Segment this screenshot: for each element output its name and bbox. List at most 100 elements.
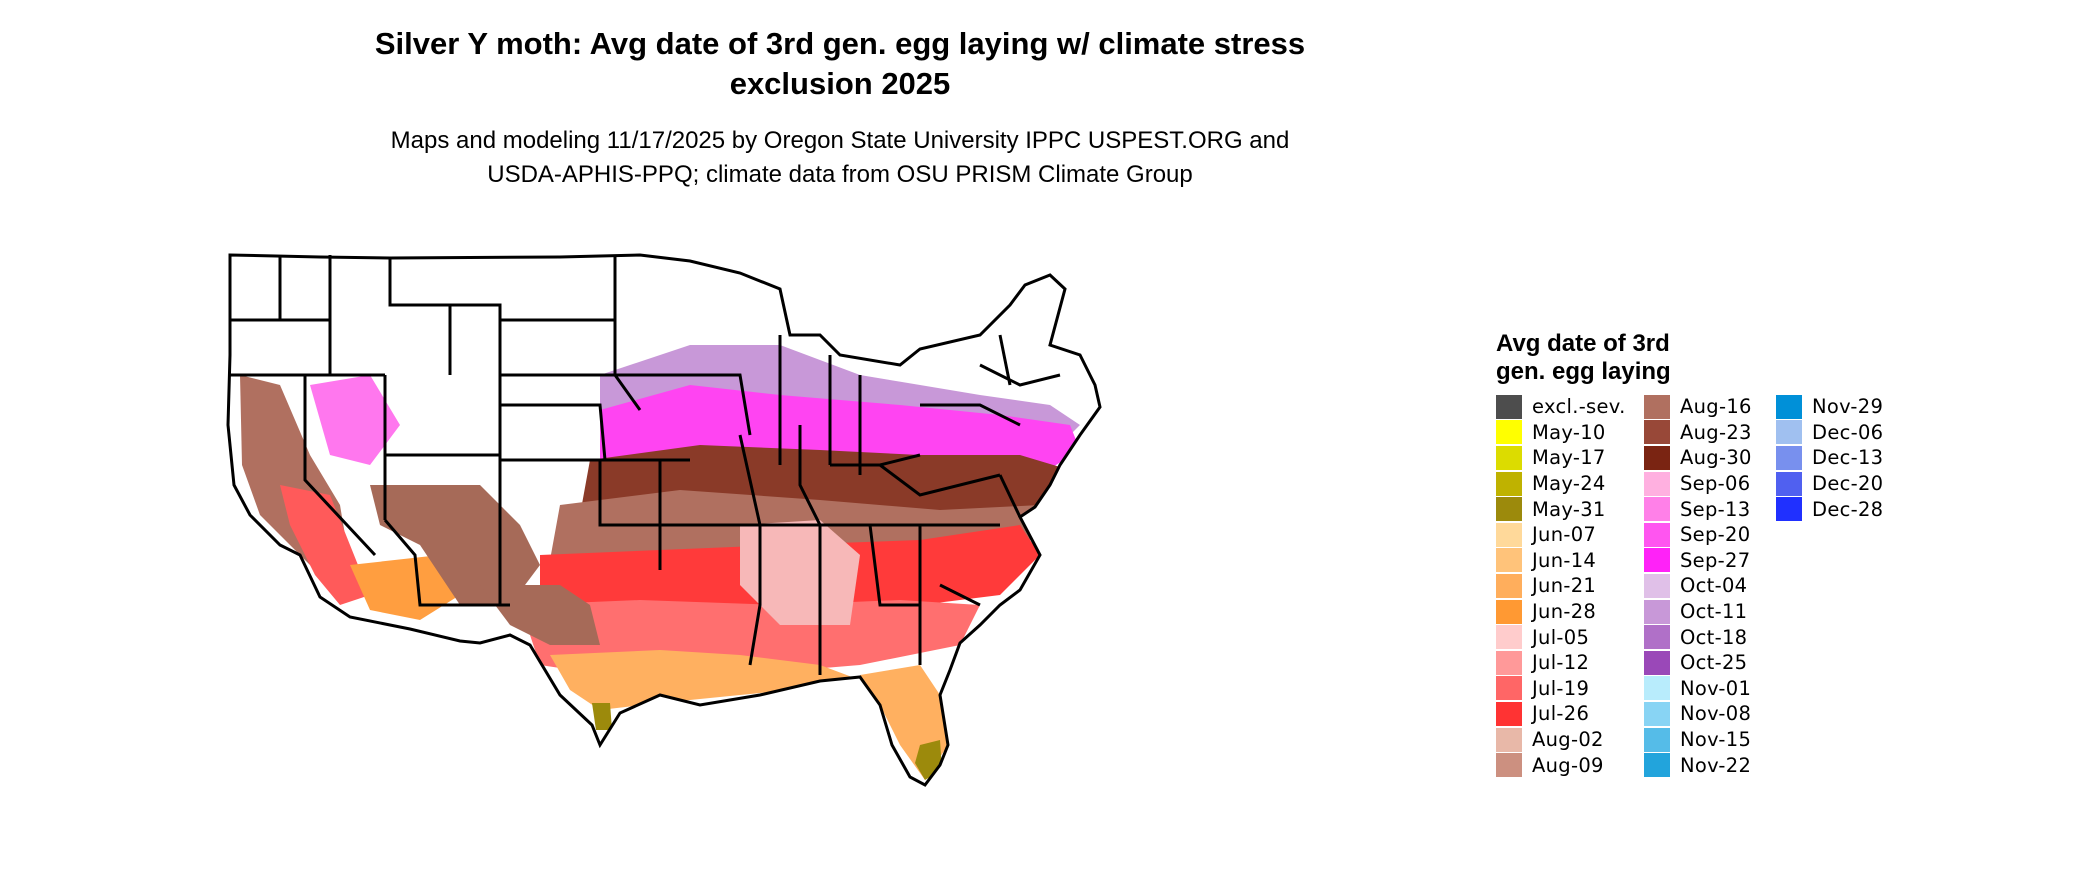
map-subtitle: Maps and modeling 11/17/2025 by Oregon S… — [250, 124, 1430, 192]
legend-item: Aug-23 — [1644, 420, 1752, 446]
legend-swatch — [1644, 548, 1670, 573]
legend-label: Oct-11 — [1680, 600, 1748, 624]
zone-texas-may — [592, 703, 612, 730]
legend-swatch — [1496, 599, 1522, 624]
legend-label: excl.-sev. — [1532, 395, 1626, 419]
legend-label: Nov-08 — [1680, 702, 1752, 726]
legend-item: Nov-29 — [1776, 394, 1883, 420]
legend-label: Sep-13 — [1680, 497, 1751, 521]
map-subtitle-line-2: USDA-APHIS-PPQ; climate data from OSU PR… — [487, 161, 1193, 188]
legend-swatch — [1644, 753, 1670, 778]
legend-item: Sep-20 — [1644, 522, 1752, 548]
legend-swatch — [1644, 522, 1670, 547]
legend-item: Jul-05 — [1496, 624, 1626, 650]
legend-item: May-31 — [1496, 496, 1626, 522]
legend-label: May-31 — [1532, 497, 1606, 521]
legend-swatch — [1496, 753, 1522, 778]
legend-label: Nov-29 — [1812, 395, 1884, 419]
legend-item: Nov-08 — [1644, 701, 1752, 727]
legend-item: Sep-13 — [1644, 496, 1752, 522]
legend-label: Aug-23 — [1680, 420, 1752, 444]
legend: Avg date of 3rd gen. egg laying excl.-se… — [1496, 330, 1883, 778]
legend-label: Jun-21 — [1532, 574, 1597, 598]
zone-southwest-brown — [370, 485, 540, 605]
legend-item: Jun-07 — [1496, 522, 1626, 548]
legend-swatch — [1496, 497, 1522, 522]
legend-label: Aug-16 — [1680, 395, 1752, 419]
legend-item: Aug-09 — [1496, 752, 1626, 778]
legend-item: Nov-15 — [1644, 727, 1752, 753]
legend-item: Nov-01 — [1644, 676, 1752, 702]
legend-swatch — [1496, 548, 1522, 573]
legend-swatch — [1644, 727, 1670, 752]
legend-label: Sep-27 — [1680, 548, 1751, 572]
legend-label: Sep-06 — [1680, 472, 1751, 496]
legend-swatch — [1644, 599, 1670, 624]
legend-swatch — [1776, 394, 1802, 419]
legend-label: May-24 — [1532, 472, 1606, 496]
legend-item: Aug-30 — [1644, 445, 1752, 471]
legend-swatch — [1496, 727, 1522, 752]
legend-swatch — [1644, 701, 1670, 726]
legend-item: Oct-18 — [1644, 624, 1752, 650]
legend-item: May-10 — [1496, 420, 1626, 446]
legend-swatch — [1496, 420, 1522, 445]
legend-swatch — [1644, 497, 1670, 522]
legend-item: Jun-28 — [1496, 599, 1626, 625]
legend-label: Jul-19 — [1532, 676, 1590, 700]
legend-label: Sep-20 — [1680, 523, 1751, 547]
legend-item: Aug-16 — [1644, 394, 1752, 420]
legend-label: May-17 — [1532, 446, 1606, 470]
legend-swatch — [1776, 445, 1802, 470]
legend-swatch — [1496, 625, 1522, 650]
legend-item: Dec-06 — [1776, 420, 1883, 446]
legend-swatch — [1644, 573, 1670, 598]
zone-nevada-pink — [310, 375, 400, 465]
us-map — [226, 253, 1102, 787]
zone-jun — [550, 650, 860, 710]
legend-title-line-1: Avg date of 3rd — [1496, 330, 1670, 357]
legend-label: Dec-28 — [1812, 497, 1884, 521]
legend-column: Aug-16 Aug-23 Aug-30 Sep-06 Sep-13 Sep-20 Sep-… — [1644, 394, 1752, 778]
legend-label: Oct-18 — [1680, 625, 1748, 649]
legend-label: Oct-25 — [1680, 651, 1748, 675]
legend-swatch — [1644, 625, 1670, 650]
legend-label: Dec-20 — [1812, 472, 1884, 496]
legend-swatch — [1496, 394, 1522, 419]
legend-column: excl.-sev. May-10 May-17 May-24 May-31 Jun-07… — [1496, 394, 1626, 778]
legend-item: Jun-21 — [1496, 573, 1626, 599]
legend-item: Oct-04 — [1644, 573, 1752, 599]
legend-item: May-17 — [1496, 445, 1626, 471]
legend-label: Jun-14 — [1532, 548, 1597, 572]
legend-item: Jun-14 — [1496, 548, 1626, 574]
legend-swatch — [1496, 676, 1522, 701]
state-boundaries — [226, 253, 1102, 787]
legend-label: Nov-01 — [1680, 676, 1752, 700]
legend-label: Jul-12 — [1532, 651, 1590, 675]
map-title-line-2: exclusion 2025 — [729, 66, 951, 101]
map-title: Silver Y moth: Avg date of 3rd gen. egg … — [250, 24, 1430, 104]
legend-label: Jun-07 — [1532, 523, 1597, 547]
legend-label: Dec-13 — [1812, 446, 1884, 470]
zone-texas-brown — [480, 585, 600, 645]
legend-item: Jul-26 — [1496, 701, 1626, 727]
legend-swatch — [1644, 394, 1670, 419]
map-title-line-1: Silver Y moth: Avg date of 3rd gen. egg … — [374, 26, 1306, 61]
map-subtitle-line-1: Maps and modeling 11/17/2025 by Oregon S… — [390, 127, 1290, 154]
phenology-raster — [240, 345, 1080, 780]
legend-item: Sep-27 — [1644, 548, 1752, 574]
legend-label: Aug-02 — [1532, 728, 1604, 752]
legend-title-line-2: gen. egg laying — [1496, 358, 1671, 385]
legend-label: Nov-22 — [1680, 753, 1752, 777]
legend-swatch — [1644, 445, 1670, 470]
legend-label: May-10 — [1532, 420, 1606, 444]
legend-swatch — [1496, 650, 1522, 675]
legend-label: Jun-28 — [1532, 600, 1597, 624]
legend-title: Avg date of 3rd gen. egg laying — [1496, 330, 1671, 386]
legend-label: Aug-09 — [1532, 753, 1604, 777]
legend-label: Jul-26 — [1532, 702, 1590, 726]
legend-item: Oct-25 — [1644, 650, 1752, 676]
legend-swatch — [1644, 676, 1670, 701]
legend-item: Oct-11 — [1644, 599, 1752, 625]
legend-swatch — [1644, 471, 1670, 496]
